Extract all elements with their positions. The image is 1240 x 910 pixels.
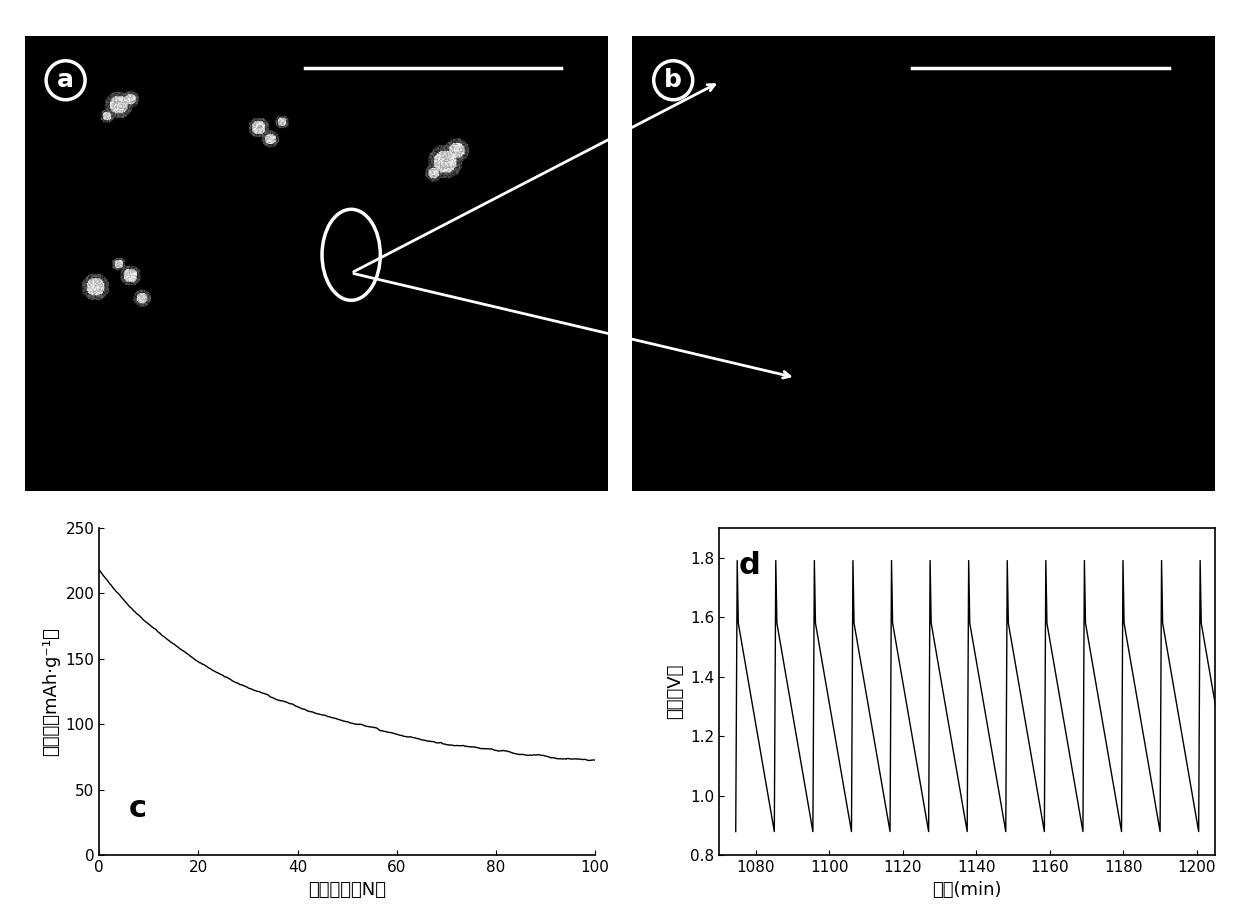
Text: c: c (129, 794, 148, 823)
X-axis label: 循环次数（N）: 循环次数（N） (309, 881, 386, 899)
Y-axis label: 比容量（mAh·g⁻¹）: 比容量（mAh·g⁻¹） (42, 627, 60, 756)
Y-axis label: 电压（V）: 电压（V） (667, 664, 684, 719)
Text: b: b (665, 68, 682, 92)
Text: d: d (739, 551, 761, 580)
Text: a: a (57, 68, 74, 92)
X-axis label: 时间(min): 时间(min) (932, 881, 1002, 899)
